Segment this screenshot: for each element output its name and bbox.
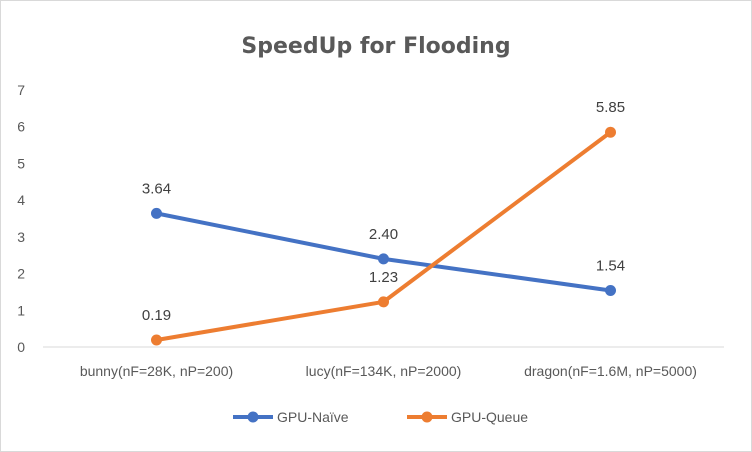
y-tick-label: 4 <box>17 192 25 208</box>
x-category-label: lucy(nF=134K, nP=2000) <box>306 363 462 379</box>
series-lines <box>151 126 616 346</box>
data-point <box>378 296 389 308</box>
legend-label: GPU-Queue <box>451 409 528 425</box>
legend-marker <box>247 411 259 423</box>
y-tick-label: 1 <box>17 302 25 318</box>
legend-label: GPU-Naïve <box>277 409 349 425</box>
legend: GPU-Naïve GPU-Queue <box>233 409 528 425</box>
data-label: 3.64 <box>142 180 171 197</box>
y-tick-label: 6 <box>17 119 25 135</box>
data-point <box>151 334 162 346</box>
data-point <box>605 126 616 138</box>
y-tick-label: 7 <box>17 82 25 98</box>
y-axis-ticks: 0 1 2 3 4 5 6 7 <box>17 82 25 355</box>
y-tick-label: 5 <box>17 155 25 171</box>
data-label: 1.54 <box>596 257 625 274</box>
x-axis-categories: bunny(nF=28K, nP=200) lucy(nF=134K, nP=20… <box>80 363 697 379</box>
data-label: 1.23 <box>369 269 398 286</box>
y-tick-label: 3 <box>17 229 25 245</box>
data-label: 5.85 <box>596 99 625 116</box>
y-tick-label: 2 <box>17 266 25 282</box>
data-labels: 3.64 2.40 1.54 0.19 1.23 5.85 <box>142 99 625 324</box>
data-point <box>378 253 389 265</box>
series-2 <box>151 126 616 346</box>
data-label: 2.40 <box>369 226 398 243</box>
data-point <box>605 284 616 296</box>
x-category-label: bunny(nF=28K, nP=200) <box>80 363 233 379</box>
data-label: 0.19 <box>142 307 171 324</box>
y-tick-label: 0 <box>17 339 25 355</box>
legend-item: GPU-Queue <box>407 409 528 425</box>
data-point <box>151 207 162 219</box>
legend-marker <box>421 411 433 423</box>
series-1 <box>151 207 616 296</box>
x-category-label: dragon(nF=1.6M, nP=5000) <box>524 363 697 379</box>
chart-title: SpeedUp for Flooding <box>241 34 510 59</box>
legend-item: GPU-Naïve <box>233 409 349 425</box>
